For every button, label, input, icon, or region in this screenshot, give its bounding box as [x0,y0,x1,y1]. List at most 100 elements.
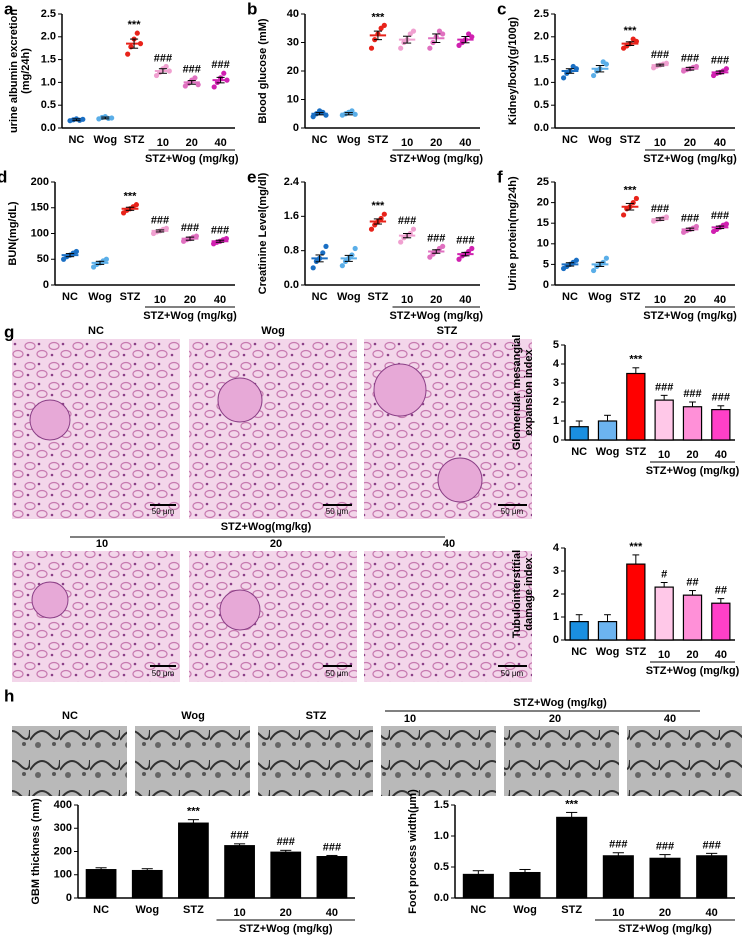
x-tick-label: Wog [93,134,117,146]
data-point [223,236,229,242]
data-point [192,75,198,81]
y-tick-label: 1 [553,415,559,427]
data-point [73,248,79,255]
y-axis-label: Glomerular mesangial [511,335,523,451]
group-label: STZ+Wog(mg/kg) [221,521,312,533]
image-label: NC [62,710,78,722]
x-tick-label: NC [68,134,84,146]
bar [556,816,588,899]
data-point [456,256,462,262]
data-point [211,84,217,90]
x-tick-label: 40 [214,137,226,149]
y-tick-label: 1.6 [284,210,299,222]
bar [654,399,674,441]
significance-label: *** [565,798,579,810]
x-tick-label: 40 [715,449,727,461]
panel-letter: e [247,167,256,186]
panel-letter: h [4,686,14,705]
data-point [469,34,475,40]
bar [602,855,634,899]
significance-label: *** [629,541,643,553]
x-tick-label: STZ [561,904,582,916]
group-label: STZ+Wog (mg/kg) [145,153,239,165]
y-tick-label: 1.5 [41,54,56,66]
image-label: NC [88,325,104,337]
y-tick-label: 0.5 [41,99,56,111]
data-point [469,245,475,252]
bar [597,420,618,441]
bar [696,855,728,899]
x-tick-label: Wog [513,904,537,916]
significance-label: ### [712,392,730,404]
error-bar [130,38,139,49]
data-point [440,31,446,37]
x-tick-label: NC [571,446,587,458]
panel-letter: f [497,167,503,186]
data-point [193,233,199,239]
bar [178,822,209,899]
significance-label: ### [151,214,169,226]
data-point [410,226,417,232]
x-tick-label: STZ [124,134,145,146]
x-tick-label: STZ [368,134,389,146]
error-bar [158,68,167,74]
scale-bar: 50 μm [326,507,349,516]
x-tick-label: STZ [368,291,389,303]
x-tick-label: 40 [714,137,726,149]
em-image [381,726,496,796]
significance-label: ### [683,388,701,400]
y-tick-label: 50 [37,253,49,265]
data-point [352,245,358,252]
x-tick-label: Wog [88,291,112,303]
error-bar [432,33,441,43]
y-tick-label: 2.5 [41,8,56,20]
significance-label: ### [681,212,699,224]
error-bar [185,236,195,241]
x-tick-label: STZ [183,904,204,916]
y-tick-label: 3 [553,565,559,577]
x-tick-label: 20 [186,137,198,149]
y-tick-label: 0 [66,892,72,904]
error-bar [95,260,105,265]
data-point [320,250,326,256]
y-axis-label: Blood glucose (mM) [257,18,269,123]
x-tick-label: 20 [184,294,196,306]
scale-bar: 50 μm [501,507,524,516]
glomerulus [219,589,261,631]
y-tick-label: 0.0 [284,279,299,291]
y-tick-label: 30 [287,36,299,48]
x-tick-label: 10 [401,137,413,149]
significance-label: ### [655,381,673,393]
y-tick-label: 0 [543,279,549,291]
x-tick-label: 10 [658,449,670,461]
error-bar [715,225,725,230]
histology-image [189,339,357,519]
group-label: STZ+Wog (mg/kg) [618,923,712,935]
panel-letter: b [247,0,257,18]
x-tick-label: 20 [430,294,442,306]
bar [85,869,117,899]
significance-label: ### [277,836,295,848]
y-tick-label: 0.5 [534,99,549,111]
image-label: 40 [664,713,676,725]
bar [711,409,731,441]
error-bar [373,218,382,225]
image-label: STZ [437,325,458,337]
significance-label: ## [715,585,727,597]
data-point [410,28,417,34]
data-point [153,72,160,79]
y-tick-label: 0.0 [41,122,56,134]
y-tick-label: 100 [31,227,49,239]
x-tick-label: 40 [214,294,226,306]
significance-label: *** [371,200,385,212]
error-bar [655,63,665,67]
significance-label: *** [187,806,201,818]
y-tick-label: 1.5 [534,54,549,66]
error-bar [125,206,135,211]
y-tick-label: 0 [43,279,49,291]
significance-label: ### [651,203,669,215]
scale-bar: 50 μm [501,669,524,678]
y-tick-label: 10 [287,93,299,105]
significance-label: ### [711,55,729,67]
